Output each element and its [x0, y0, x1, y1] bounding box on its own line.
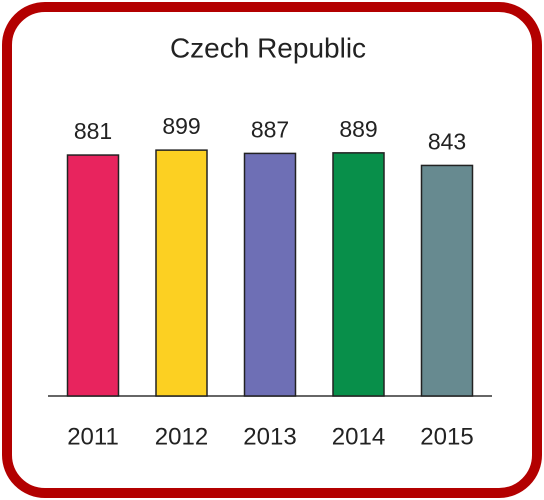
x-tick-label: 2013 — [243, 423, 296, 450]
x-tick-label: 2015 — [420, 423, 473, 450]
x-tick-label: 2014 — [332, 423, 385, 450]
data-label: 899 — [162, 113, 200, 139]
data-label: 881 — [74, 118, 112, 144]
x-tick-label: 2012 — [155, 423, 208, 450]
bar — [420, 164, 474, 397]
chart-title: Czech Republic — [170, 32, 366, 63]
bar — [155, 149, 208, 397]
data-label: 843 — [428, 129, 466, 155]
bar — [243, 152, 297, 397]
x-tick-label: 2011 — [67, 423, 119, 450]
bar — [66, 154, 120, 397]
bar — [332, 152, 385, 397]
data-label: 889 — [339, 116, 377, 142]
data-label: 887 — [251, 116, 289, 142]
